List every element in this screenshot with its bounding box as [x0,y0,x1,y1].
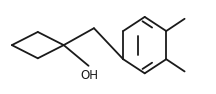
Text: OH: OH [81,69,99,82]
